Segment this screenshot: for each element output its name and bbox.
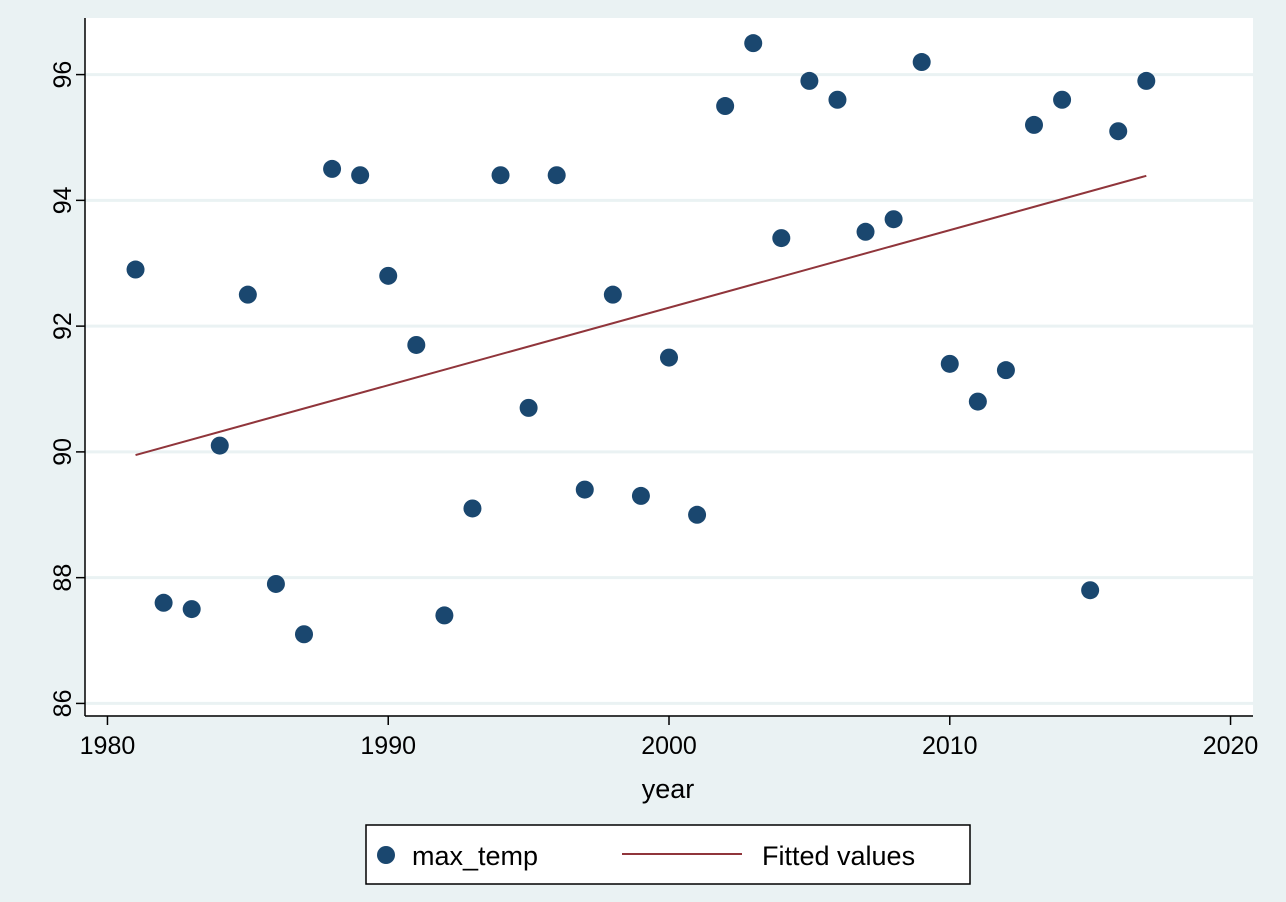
data-point — [996, 361, 1015, 380]
x-tick-label: 2010 — [922, 732, 978, 760]
data-point — [1137, 71, 1156, 90]
data-point — [1025, 115, 1043, 134]
data-point — [210, 436, 229, 455]
legend: max_temp Fitted values — [365, 824, 971, 885]
data-point — [379, 266, 398, 285]
legend-label-max-temp: max_temp — [412, 841, 538, 871]
data-point — [126, 260, 145, 279]
data-point — [884, 210, 903, 229]
fitted-values-line — [135, 174, 1147, 456]
x-tick-label: 1980 — [80, 732, 136, 760]
x-tick-label: 2000 — [641, 732, 697, 760]
data-point — [1053, 90, 1072, 109]
data-point — [772, 229, 791, 248]
data-point — [856, 222, 875, 241]
data-point — [1081, 581, 1100, 600]
data-point — [238, 285, 257, 304]
data-point — [603, 285, 622, 304]
data-point — [266, 574, 285, 593]
data-point — [463, 499, 482, 518]
data-point — [828, 90, 847, 109]
data-point — [968, 392, 987, 411]
data-point — [547, 166, 566, 185]
data-point — [575, 480, 594, 499]
x-tick-label: 1990 — [360, 732, 416, 760]
x-tick-label: 2020 — [1203, 732, 1259, 760]
data-point — [631, 486, 650, 505]
y-tick-label: 96 — [49, 61, 77, 89]
data-point — [323, 159, 342, 178]
data-point — [912, 53, 931, 72]
x-axis-title: year — [642, 774, 695, 804]
y-tick-label: 94 — [49, 186, 77, 214]
data-point — [1109, 122, 1128, 141]
data-point — [744, 34, 763, 53]
data-point — [182, 600, 201, 619]
ticks: 86 88 90 92 94 96 1980 1990 2000 2010 2020 — [49, 61, 1258, 760]
data-point — [800, 71, 819, 90]
data-point — [295, 625, 313, 644]
point-layer — [126, 34, 1156, 644]
data-point — [407, 335, 426, 354]
data-point — [154, 593, 173, 612]
legend-label-fitted-values: Fitted values — [762, 841, 915, 871]
data-point — [940, 354, 959, 373]
data-point — [351, 166, 370, 185]
data-point — [435, 606, 454, 625]
fitted-line-layer — [135, 174, 1147, 456]
data-point — [688, 505, 707, 524]
y-tick-label: 92 — [49, 312, 77, 340]
y-tick-label: 86 — [49, 690, 77, 718]
y-tick-label: 90 — [49, 438, 77, 466]
y-tick-label: 88 — [49, 564, 77, 592]
legend-marker-max-temp — [377, 846, 395, 864]
data-point — [491, 166, 510, 185]
data-point — [716, 97, 735, 116]
data-point — [519, 398, 538, 417]
data-point — [660, 348, 678, 367]
